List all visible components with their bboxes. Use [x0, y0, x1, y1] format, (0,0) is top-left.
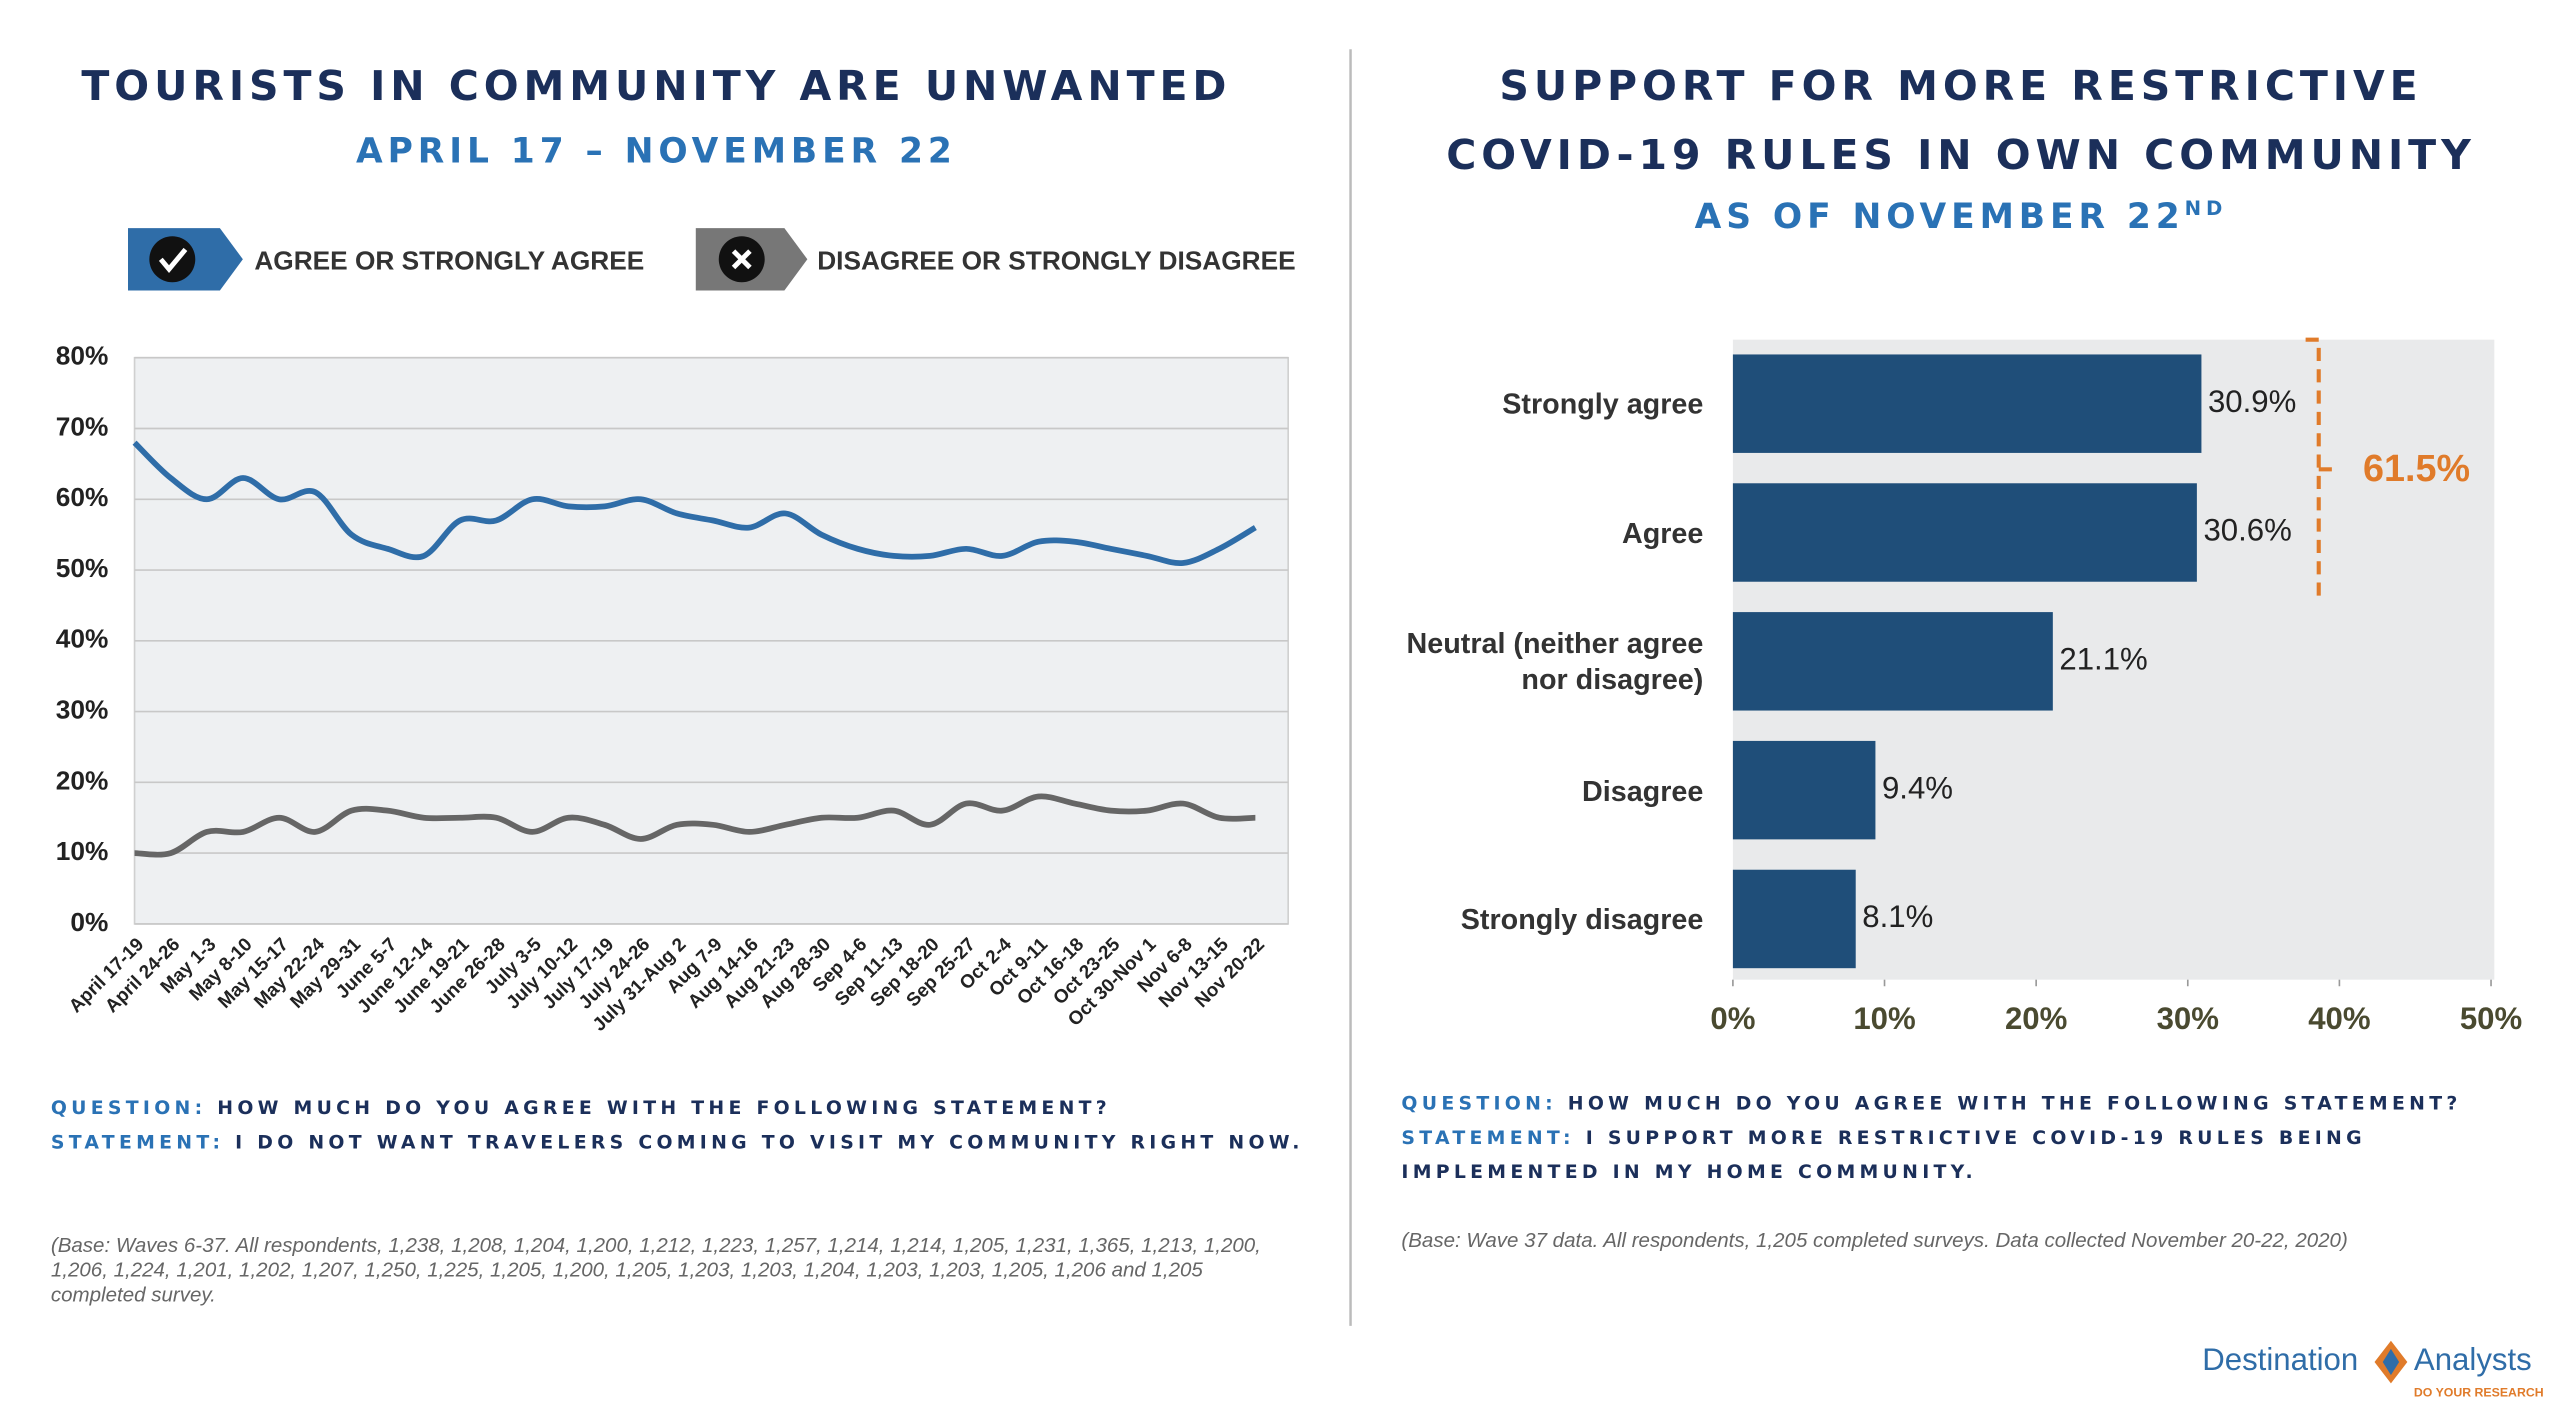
y-tick-label: 60%: [56, 482, 109, 512]
logo-left: Destination: [2202, 1343, 2359, 1379]
text: I SUPPORT MORE RESTRICTIVE COVID-19 RULE…: [1401, 1125, 2366, 1184]
bar: [1732, 612, 2053, 711]
legend-label: AGREE OR STRONGLY AGREE: [254, 245, 644, 275]
x-tick-label: 30%: [2157, 1001, 2219, 1036]
bar: [1732, 483, 2197, 582]
text: I DO NOT WANT TRAVELERS COMING TO VISIT …: [235, 1130, 1304, 1154]
statement-line: STATEMENT: I DO NOT WANT TRAVELERS COMIN…: [51, 1126, 1331, 1160]
category-label: Neutral (neither agree nor disagree): [1406, 626, 1704, 696]
left-question: QUESTION: HOW MUCH DO YOU AGREE WITH THE…: [51, 1091, 1331, 1160]
left-base: (Base: Waves 6-37. All respondents, 1,23…: [50, 1234, 1261, 1307]
y-tick-label: 40%: [56, 624, 109, 654]
y-tick-label: 70%: [56, 411, 109, 441]
logo-right: Analysts: [2413, 1343, 2532, 1379]
text: HOW MUCH DO YOU AGREE WITH THE FOLLOWING…: [1567, 1091, 2462, 1115]
question-line: QUESTION: HOW MUCH DO YOU AGREE WITH THE…: [1401, 1086, 2533, 1120]
left-title: TOURISTS IN COMMUNITY ARE UNWANTED: [81, 62, 1232, 110]
logo-mark: [2374, 1340, 2408, 1384]
question-line: QUESTION: HOW MUCH DO YOU AGREE WITH THE…: [51, 1091, 1331, 1125]
y-tick-label: 10%: [56, 836, 109, 866]
category-label: Strongly agree: [1502, 387, 1704, 421]
series-line: [132, 440, 1257, 566]
x-tick-label: 0%: [1710, 1001, 1755, 1036]
text: HOW MUCH DO YOU AGREE WITH THE FOLLOWING…: [217, 1096, 1112, 1120]
value-label: 8.1%: [1862, 899, 1933, 934]
y-tick-label: 80%: [56, 341, 109, 371]
bar: [1732, 740, 1876, 840]
subtitle-text: AS OF NOVEMBER 22: [1694, 196, 2185, 237]
annotation: 61.5%: [2363, 447, 2470, 489]
series-line: [134, 793, 1256, 858]
x-tick-label: 10%: [1853, 1001, 1915, 1036]
value-label: 30.9%: [2208, 384, 2296, 419]
x-tick-label: 20%: [2005, 1001, 2067, 1036]
label: QUESTION:: [1401, 1091, 1557, 1115]
right-title-1: SUPPORT FOR MORE RESTRICTIVE: [1499, 62, 2423, 110]
right-question: QUESTION: HOW MUCH DO YOU AGREE WITH THE…: [1401, 1086, 2533, 1189]
right-title-2: COVID-19 RULES IN OWN COMMUNITY: [1446, 131, 2476, 179]
value-label: 9.4%: [1882, 770, 1953, 805]
bar: [1732, 869, 1856, 969]
y-tick-label: 20%: [56, 765, 109, 795]
legend-agree-icon: [127, 228, 243, 291]
category-label: Disagree: [1582, 773, 1704, 807]
x-tick-label: 40%: [2308, 1001, 2370, 1036]
logo-tagline: DO YOUR RESEARCH: [2413, 1385, 2544, 1400]
value-label: 30.6%: [2203, 513, 2291, 548]
left-subtitle: APRIL 17 – NOVEMBER 22: [356, 131, 957, 171]
bar: [1732, 354, 2202, 453]
legend-disagree-icon: [695, 228, 808, 291]
category-label: Agree: [1621, 516, 1704, 549]
legend-label: DISAGREE OR STRONGLY DISAGREE: [817, 245, 1295, 275]
category-label: Strongly disagree: [1460, 902, 1704, 936]
right-base: (Base: Wave 37 data. All respondents, 1,…: [1401, 1229, 2348, 1253]
y-tick-label: 50%: [56, 553, 109, 583]
y-tick-label: 0%: [70, 907, 108, 937]
y-tick-label: 30%: [56, 695, 109, 725]
x-tick-label: 50%: [2460, 1001, 2522, 1036]
label: QUESTION:: [50, 1096, 207, 1120]
subtitle-suffix: ND: [2184, 196, 2228, 220]
label: STATEMENT:: [50, 1130, 225, 1154]
label: STATEMENT:: [1401, 1125, 1575, 1149]
right-subtitle: AS OF NOVEMBER 22ND: [1362, 197, 2560, 236]
statement-line: STATEMENT: I SUPPORT MORE RESTRICTIVE CO…: [1401, 1121, 2533, 1190]
value-label: 21.1%: [2059, 642, 2147, 677]
